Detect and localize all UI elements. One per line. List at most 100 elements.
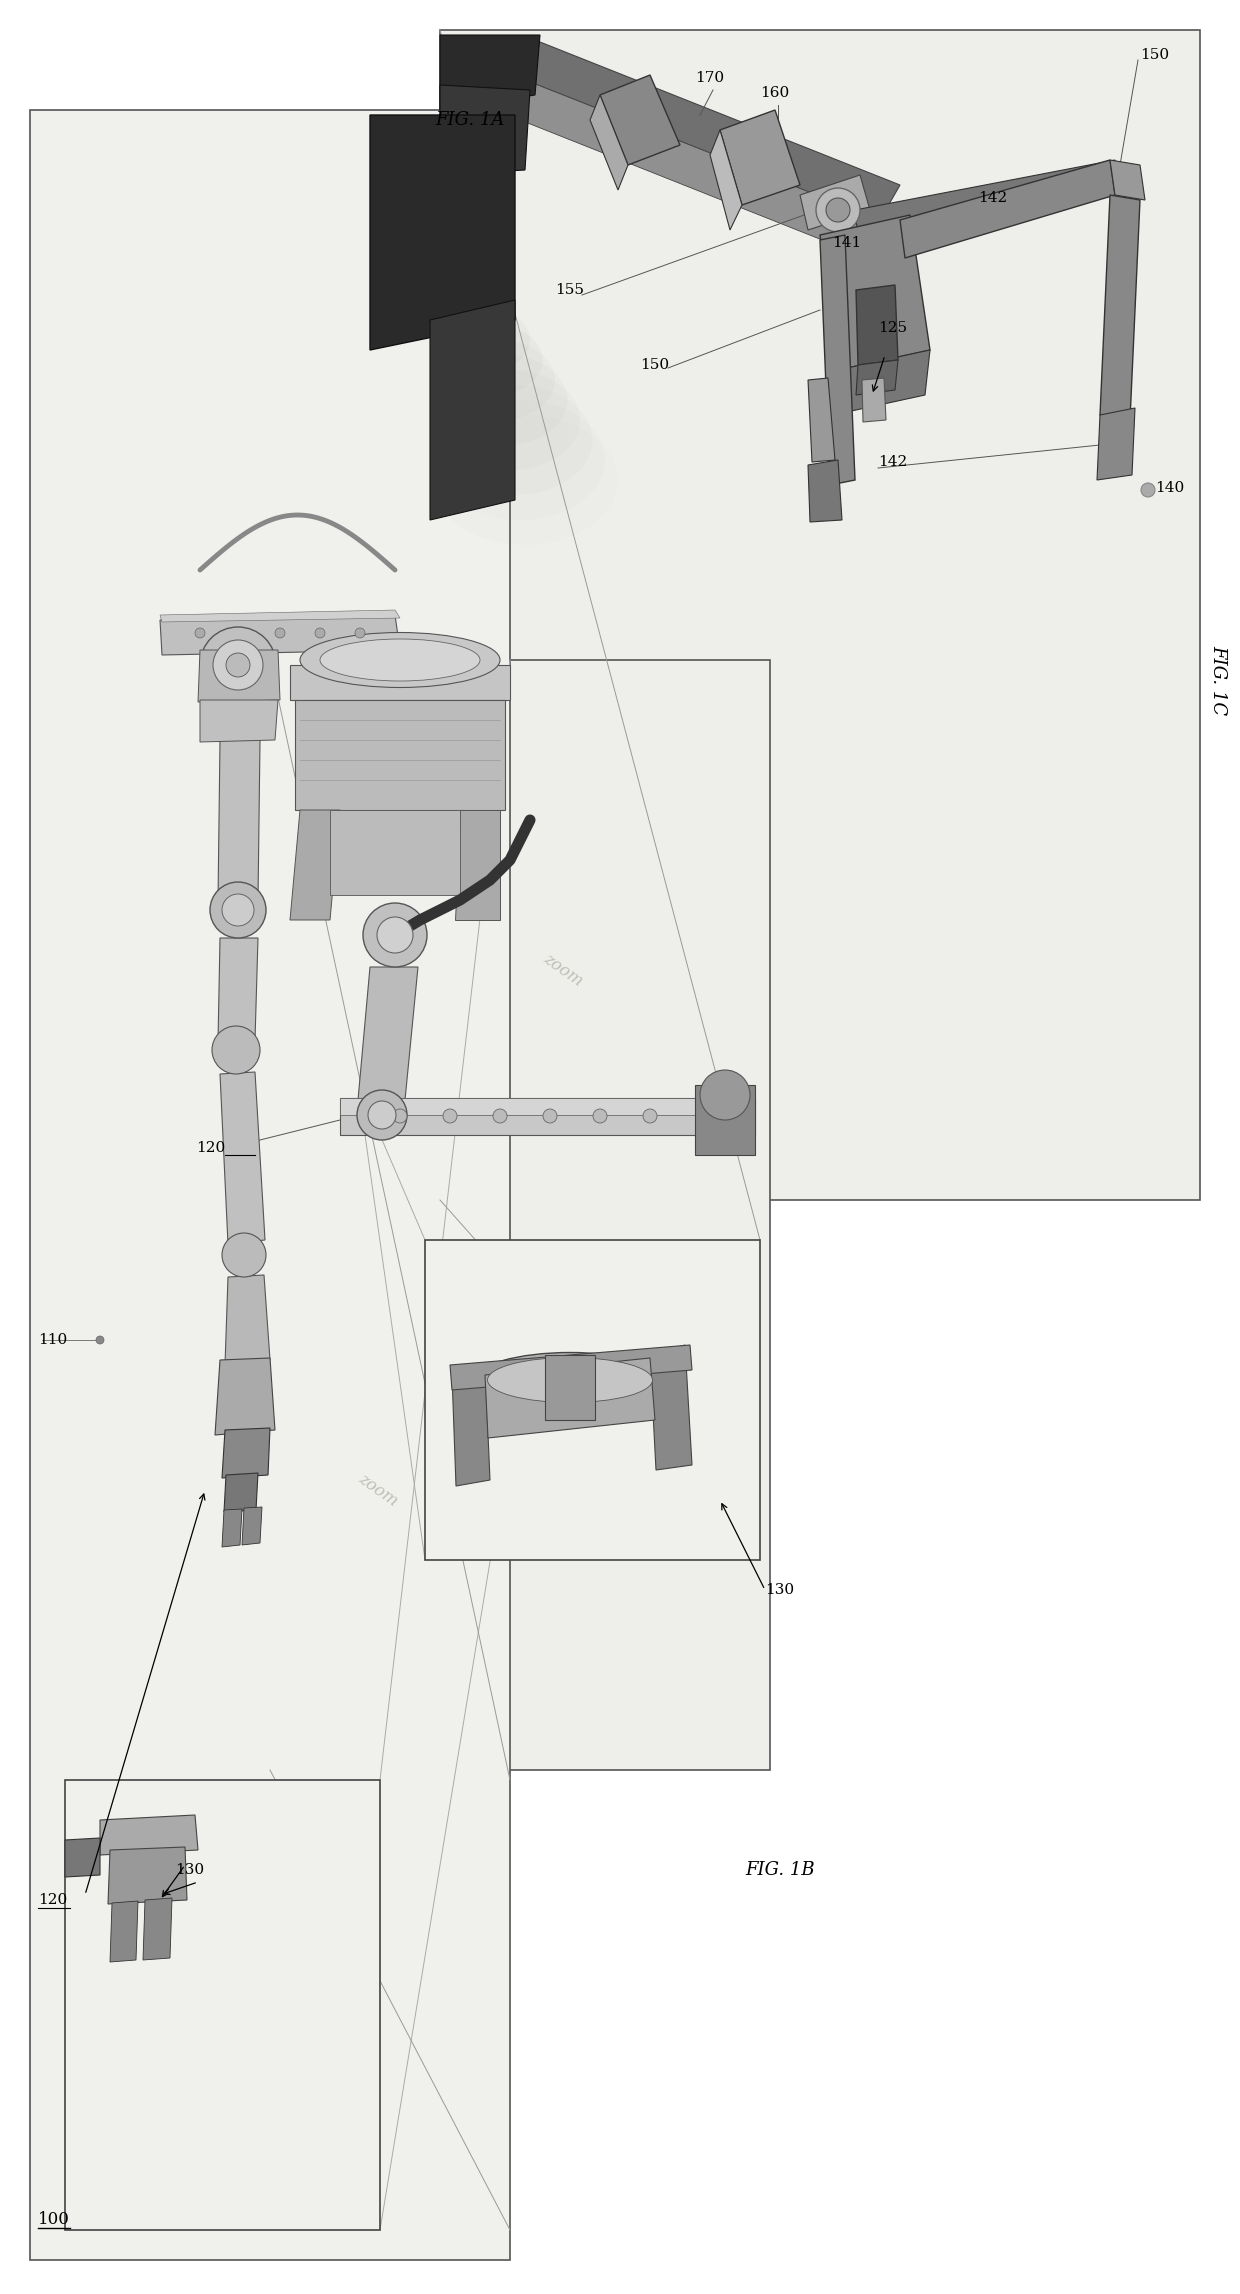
Circle shape [1141,484,1154,498]
Circle shape [195,629,205,638]
Circle shape [315,629,325,638]
Text: zoom: zoom [355,1470,402,1509]
Polygon shape [143,1897,172,1959]
Text: 141: 141 [832,236,862,250]
Polygon shape [290,810,340,920]
Polygon shape [218,938,258,1041]
Polygon shape [242,1507,262,1544]
Circle shape [593,1108,608,1124]
Ellipse shape [450,310,529,369]
Text: 150: 150 [640,358,670,372]
Circle shape [701,1069,750,1119]
Polygon shape [358,968,418,1101]
Polygon shape [290,665,510,700]
Polygon shape [453,1365,490,1487]
Text: FIG. 1B: FIG. 1B [745,1860,815,1879]
Text: FIG. 1A: FIG. 1A [435,110,505,128]
Text: 160: 160 [760,85,789,101]
Polygon shape [110,1902,138,1961]
Polygon shape [520,41,900,220]
Circle shape [826,197,849,223]
Circle shape [357,1090,407,1140]
Text: FIG. 1C: FIG. 1C [1209,645,1228,716]
Bar [440,30,1200,1200]
Polygon shape [219,1071,265,1243]
Polygon shape [900,161,1115,257]
Circle shape [443,1108,458,1124]
Text: 100: 100 [38,2211,69,2227]
Circle shape [226,654,250,677]
Ellipse shape [487,1358,652,1402]
Polygon shape [108,1847,187,1904]
Ellipse shape [300,633,500,688]
Polygon shape [440,34,539,110]
Polygon shape [370,115,515,351]
Polygon shape [720,110,800,204]
Polygon shape [440,85,529,174]
Bar [64,1780,379,2230]
Polygon shape [800,174,870,229]
Circle shape [816,188,861,232]
Circle shape [355,629,365,638]
Circle shape [95,1335,104,1344]
Polygon shape [200,700,278,741]
Polygon shape [694,1085,755,1154]
Polygon shape [500,78,880,255]
Circle shape [393,1108,407,1124]
Text: 142: 142 [878,454,908,468]
Polygon shape [430,301,515,521]
Polygon shape [600,76,680,165]
Circle shape [377,918,413,952]
Polygon shape [856,161,1118,236]
Polygon shape [215,1358,275,1436]
Polygon shape [820,234,856,484]
Text: 120: 120 [196,1140,224,1154]
Polygon shape [222,1427,270,1477]
Text: 130: 130 [175,1863,205,1876]
Bar [30,110,510,2260]
Circle shape [236,629,246,638]
Ellipse shape [475,1353,665,1409]
Polygon shape [820,216,930,369]
Circle shape [275,629,285,638]
Text: zoom: zoom [539,950,587,989]
Circle shape [212,1025,260,1074]
Polygon shape [833,351,930,415]
Polygon shape [856,360,898,395]
Polygon shape [856,284,898,365]
Polygon shape [650,1344,692,1470]
Polygon shape [340,1099,755,1115]
Ellipse shape [320,640,480,681]
Bar [425,1241,760,1560]
Text: 155: 155 [556,282,584,296]
Circle shape [368,1101,396,1129]
Polygon shape [808,379,835,461]
Polygon shape [1110,161,1145,200]
Text: 110: 110 [38,1333,67,1347]
Circle shape [210,881,267,938]
Polygon shape [218,741,260,902]
Polygon shape [862,379,887,422]
Circle shape [543,1108,557,1124]
Polygon shape [590,94,627,190]
Polygon shape [340,1099,755,1136]
Circle shape [222,895,254,927]
Polygon shape [485,1358,655,1438]
Polygon shape [160,610,401,622]
Text: 120: 120 [38,1893,67,1906]
Polygon shape [330,810,460,895]
Polygon shape [546,1356,595,1420]
Text: 140: 140 [1154,482,1184,496]
Polygon shape [198,649,280,702]
Circle shape [222,1232,267,1278]
Polygon shape [808,461,842,523]
Text: 130: 130 [765,1583,794,1597]
Polygon shape [455,810,500,920]
Polygon shape [1097,408,1135,479]
Polygon shape [64,1837,100,1876]
Text: 125: 125 [878,321,908,335]
Circle shape [363,904,427,968]
Ellipse shape [448,326,543,395]
Polygon shape [450,1344,692,1390]
Text: 142: 142 [978,190,1007,204]
